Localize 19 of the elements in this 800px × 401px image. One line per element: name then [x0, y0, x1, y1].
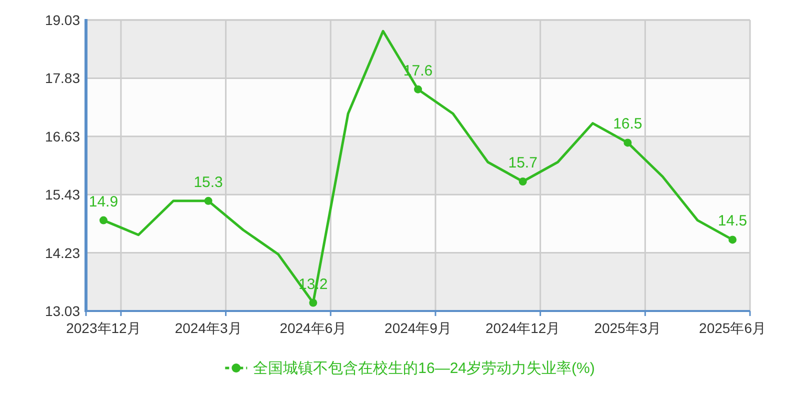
- y-tick-label: 17.83: [44, 70, 80, 86]
- y-tick-label: 13.03: [44, 303, 80, 319]
- x-tick-label: 2024年6月: [280, 320, 347, 336]
- x-tick-label: 2024年9月: [384, 320, 452, 336]
- data-label: 14.5: [718, 212, 748, 230]
- data-label: 15.7: [508, 154, 538, 172]
- data-label: 14.9: [88, 193, 118, 210]
- x-tick-label: 2024年3月: [174, 320, 242, 336]
- legend-label: 全国城镇不包含在校生的16—24岁劳动力失业率(%): [253, 360, 595, 377]
- x-tick-label: 2024年12月: [485, 320, 560, 336]
- x-tick-label: 2025年3月: [594, 320, 662, 336]
- y-tick-label: 19.03: [44, 12, 80, 28]
- data-label: 15.3: [194, 174, 223, 191]
- y-tick-label: 15.43: [44, 186, 80, 203]
- y-tick-label: 16.63: [44, 128, 80, 144]
- x-tick-label: 2023年12月: [66, 320, 141, 336]
- y-tick-label: 14.23: [44, 244, 80, 261]
- data-label: 16.5: [613, 116, 642, 133]
- x-tick-label: 2025年6月: [699, 320, 766, 336]
